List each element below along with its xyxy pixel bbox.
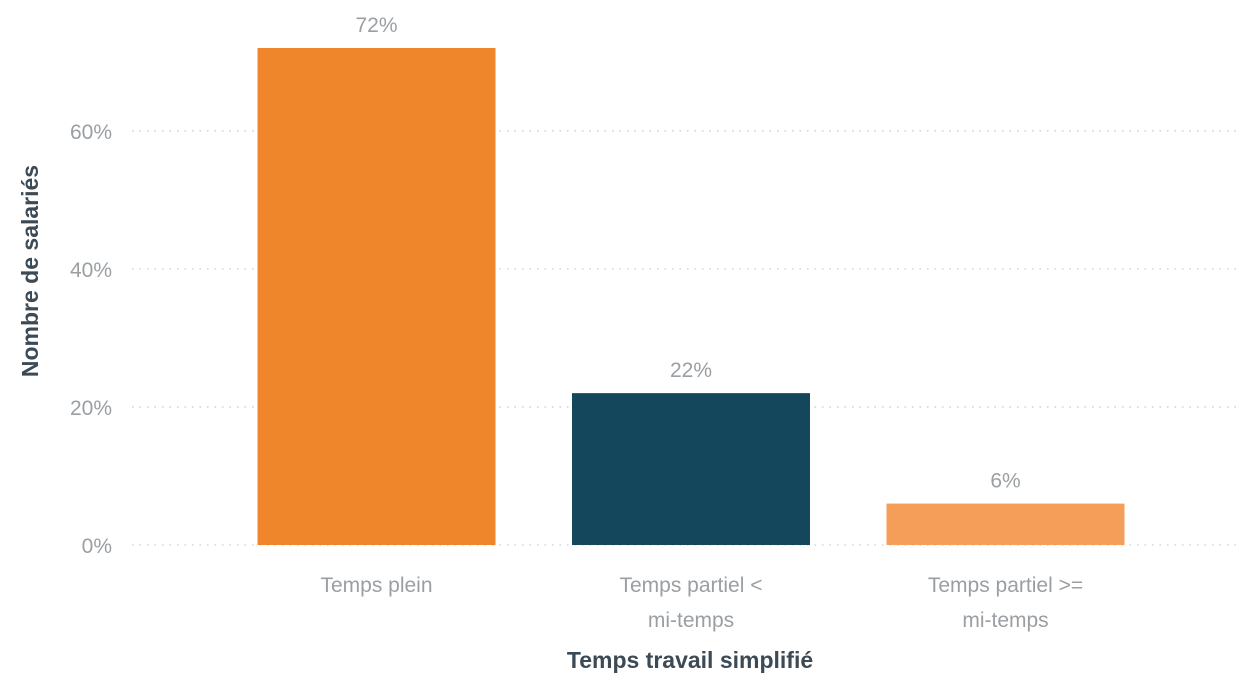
y-axis-ticks: 0% 20% 40% 60%	[70, 121, 112, 558]
y-tick-label: 20%	[70, 397, 112, 420]
x-tick-label: mi-temps	[962, 609, 1048, 632]
data-label: 72%	[355, 14, 397, 37]
bar	[572, 393, 810, 545]
bars	[257, 48, 1125, 545]
x-axis-title: Temps travail simplifié	[567, 647, 813, 673]
x-tick-label: Temps partiel <	[620, 574, 763, 597]
bar	[257, 48, 496, 545]
x-tick-label: Temps plein	[320, 574, 432, 597]
bar	[886, 503, 1125, 545]
y-axis-title: Nombre de salariés	[17, 165, 43, 377]
data-label: 6%	[990, 470, 1020, 493]
x-axis-ticks: Temps plein Temps partiel < mi-temps Temps …	[320, 574, 1083, 632]
data-label: 22%	[670, 359, 712, 382]
x-tick-label: mi-temps	[648, 609, 734, 632]
data-labels: 72% 22% 6%	[355, 14, 1020, 493]
y-tick-label: 60%	[70, 121, 112, 144]
y-tick-label: 40%	[70, 259, 112, 282]
y-tick-label: 0%	[82, 535, 112, 558]
x-tick-label: Temps partiel >=	[928, 574, 1083, 597]
